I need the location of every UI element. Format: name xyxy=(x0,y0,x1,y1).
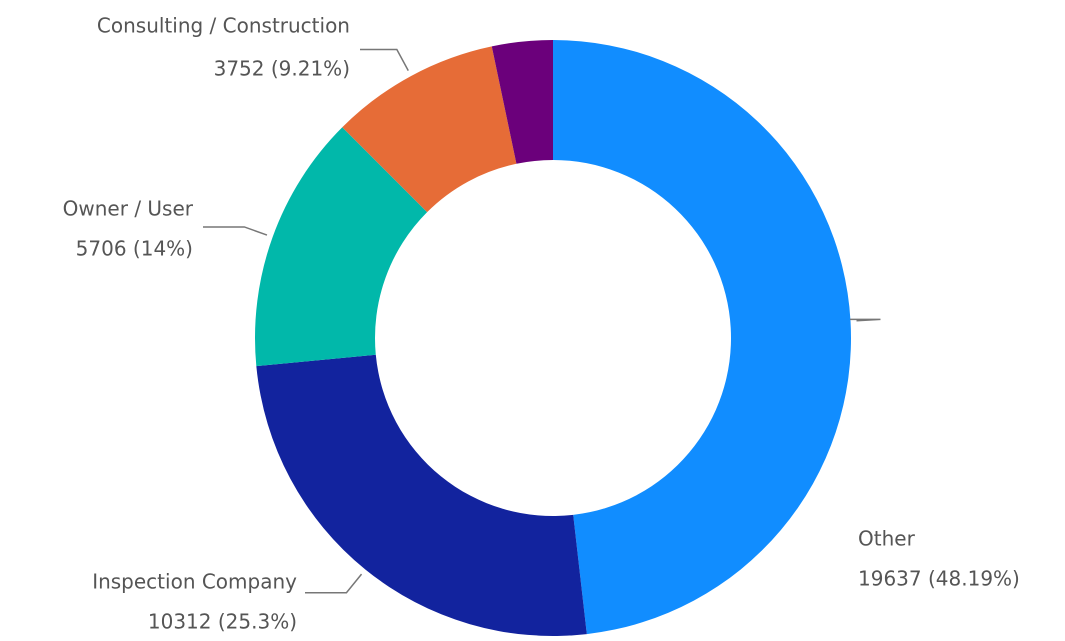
category-label: Other xyxy=(858,527,916,551)
value-label: 3752 (9.21%) xyxy=(214,57,350,81)
leader-line xyxy=(850,318,881,322)
donut-slice xyxy=(255,127,428,367)
category-label: Consulting / Construction xyxy=(97,14,350,38)
donut-slice xyxy=(256,354,587,636)
category-label: Inspection Company xyxy=(92,570,297,594)
category-label: Owner / User xyxy=(63,197,194,221)
donut-slice xyxy=(553,40,851,635)
value-label: 19637 (48.19%) xyxy=(858,567,1020,591)
leader-line xyxy=(305,573,363,594)
donut-slice xyxy=(491,40,553,164)
donut-slice xyxy=(342,46,517,213)
leader-line xyxy=(360,48,409,72)
value-label: 5706 (14%) xyxy=(76,237,193,261)
leader-line xyxy=(203,226,268,236)
value-label: 10312 (25.3%) xyxy=(148,610,297,634)
